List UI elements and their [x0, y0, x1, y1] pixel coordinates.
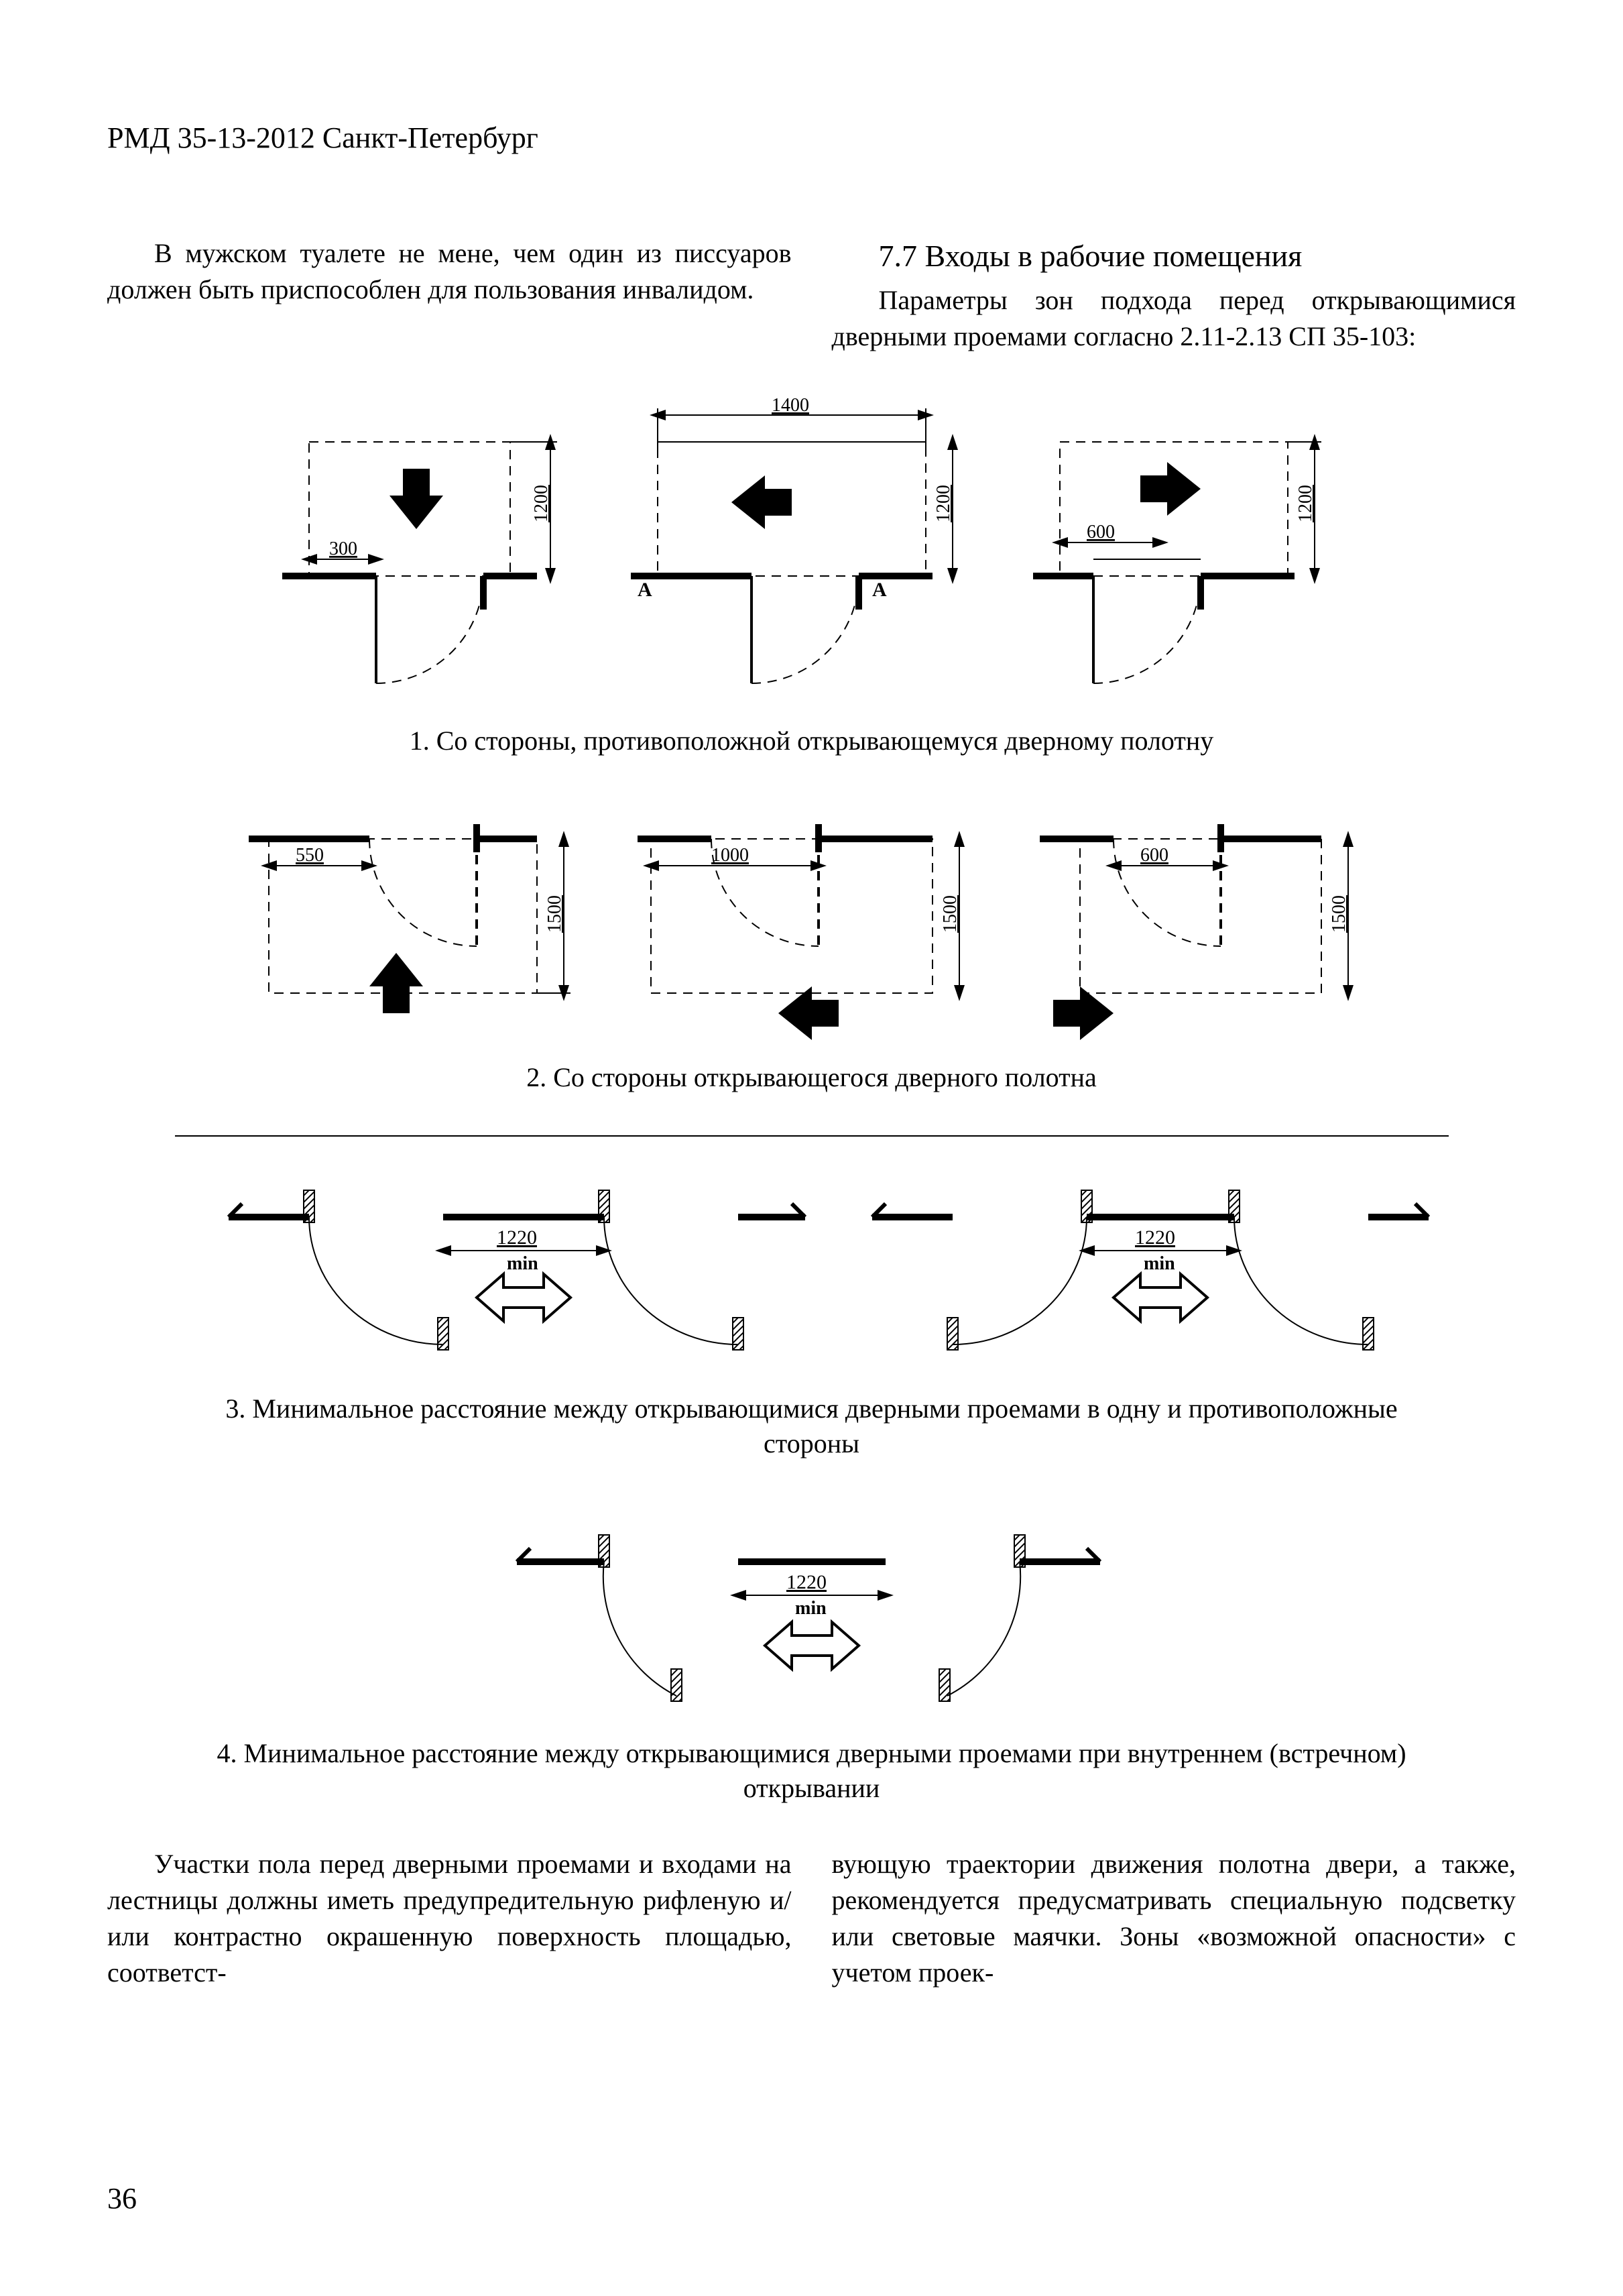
figure-4-caption: 4. Минимальное расстояние между открываю…: [175, 1736, 1449, 1806]
running-header: РМД 35-13-2012 Санкт-Петербург: [107, 121, 1516, 155]
figure-3-caption: 3. Минимальное расстояние между открываю…: [175, 1391, 1449, 1461]
document-page: РМД 35-13-2012 Санкт-Петербург В мужском…: [0, 0, 1623, 2296]
svg-text:min: min: [795, 1598, 827, 1619]
svg-text:А: А: [872, 579, 887, 601]
svg-text:600: 600: [1087, 522, 1115, 542]
svg-text:min: min: [1144, 1253, 1175, 1274]
bottom-left-text: Участки пола перед дверными проемами и в…: [107, 1846, 792, 1991]
intro-right-text: Параметры зон подхода перед открывающими…: [832, 282, 1516, 355]
svg-text:550: 550: [296, 845, 324, 866]
page-number: 36: [107, 2181, 137, 2216]
figure-3: 1220 min 1220: [107, 1157, 1516, 1371]
svg-text:min: min: [507, 1253, 538, 1274]
intro-columns: В мужском туалете не мене, чем один из п…: [107, 235, 1516, 355]
bottom-columns: Участки пола перед дверными проемами и в…: [107, 1846, 1516, 1991]
svg-text:1220: 1220: [1135, 1226, 1175, 1249]
svg-text:1220: 1220: [497, 1226, 537, 1249]
svg-text:1500: 1500: [940, 895, 961, 933]
intro-right: 7.7 Входы в рабочие помещения Параметры …: [832, 235, 1516, 355]
figure-1-caption: 1. Со стороны, противоположной открывающ…: [175, 724, 1449, 758]
svg-text:1500: 1500: [1329, 895, 1349, 933]
svg-text:1500: 1500: [544, 895, 565, 933]
separator-line: [175, 1135, 1449, 1137]
svg-text:600: 600: [1140, 845, 1168, 866]
svg-text:1200: 1200: [1295, 485, 1316, 522]
svg-text:300: 300: [329, 538, 357, 559]
figure-2: 550 1500 1000 1500: [107, 799, 1516, 1040]
svg-text:1200: 1200: [531, 485, 552, 522]
svg-text:А: А: [638, 579, 652, 601]
intro-left: В мужском туалете не мене, чем один из п…: [107, 235, 792, 355]
section-title: 7.7 Входы в рабочие помещения: [832, 235, 1516, 277]
figure-4: 1220 min: [107, 1501, 1516, 1716]
svg-text:1000: 1000: [711, 845, 749, 866]
svg-text:1200: 1200: [933, 485, 954, 522]
svg-text:1400: 1400: [772, 395, 809, 416]
figure-2-caption: 2. Со стороны открывающегося дверного по…: [175, 1060, 1449, 1095]
svg-text:1220: 1220: [786, 1571, 827, 1593]
bottom-right-text: вующую траектории движения полотна двери…: [832, 1846, 1516, 1991]
figure-1: 300 1200 1400: [107, 382, 1516, 703]
